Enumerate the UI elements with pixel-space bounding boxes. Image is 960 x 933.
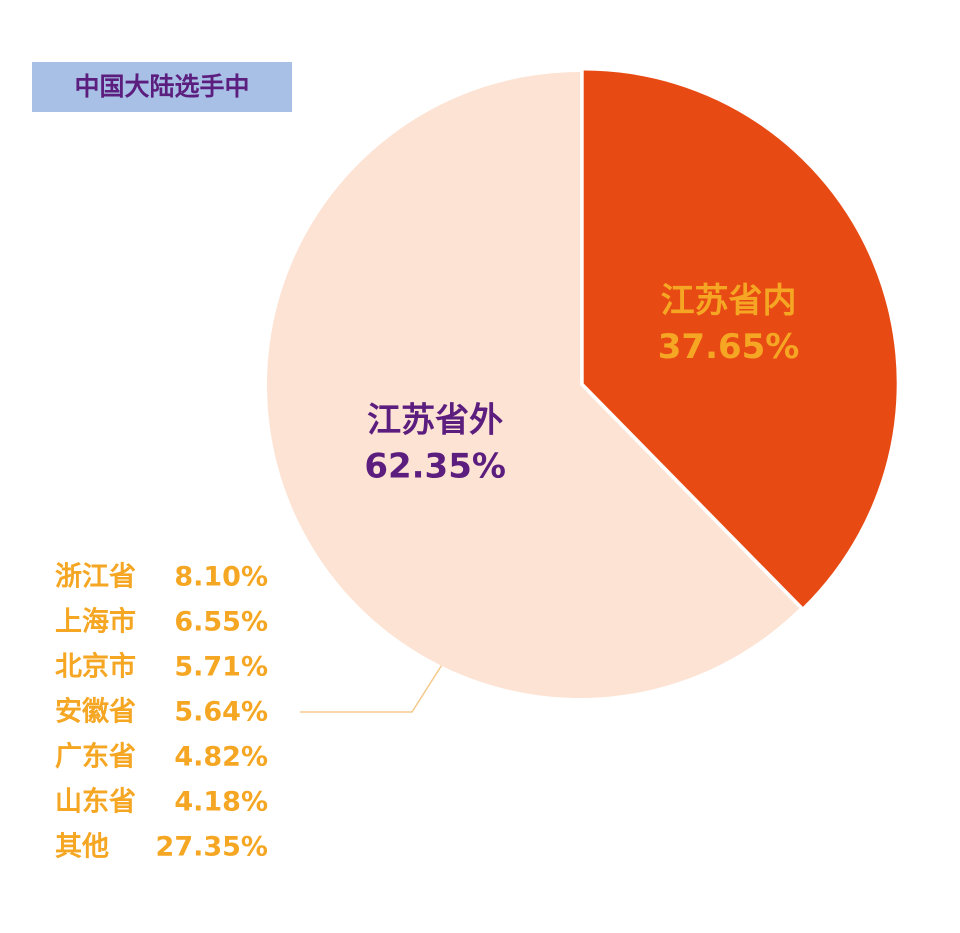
breakdown-value: 4.82% xyxy=(174,742,268,773)
breakdown-value: 5.64% xyxy=(174,697,268,728)
slice-label: 江苏省外 xyxy=(367,401,503,441)
slice-value: 37.65% xyxy=(658,327,800,367)
slice-label: 江苏省内 xyxy=(661,281,797,321)
pie-slice xyxy=(266,72,800,699)
breakdown-name: 其他 xyxy=(55,832,109,863)
breakdown-value: 4.18% xyxy=(174,787,268,818)
breakdown-name: 广东省 xyxy=(55,741,136,773)
breakdown-name: 安徽省 xyxy=(55,697,136,728)
breakdown-name: 北京市 xyxy=(55,651,136,683)
breakdown-value: 27.35% xyxy=(156,832,268,863)
breakdown-name: 浙江省 xyxy=(55,562,136,593)
title-box xyxy=(32,62,292,112)
pie-slice xyxy=(583,70,897,607)
chart-title: 中国大陆选手中 xyxy=(74,72,249,101)
breakdown-value: 5.71% xyxy=(174,652,268,683)
breakdown-value: 8.10% xyxy=(174,562,268,593)
breakdown-value: 6.55% xyxy=(174,607,268,638)
leader-line xyxy=(300,659,446,713)
slice-value: 62.35% xyxy=(364,447,506,487)
breakdown-name: 上海市 xyxy=(55,606,136,638)
breakdown-name: 山东省 xyxy=(55,786,136,818)
